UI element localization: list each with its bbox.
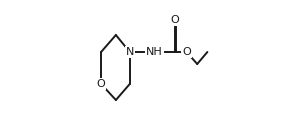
Text: O: O [182, 47, 191, 57]
Text: O: O [97, 79, 106, 89]
Text: NH: NH [146, 47, 163, 57]
Text: N: N [126, 47, 134, 57]
Text: O: O [171, 15, 180, 25]
